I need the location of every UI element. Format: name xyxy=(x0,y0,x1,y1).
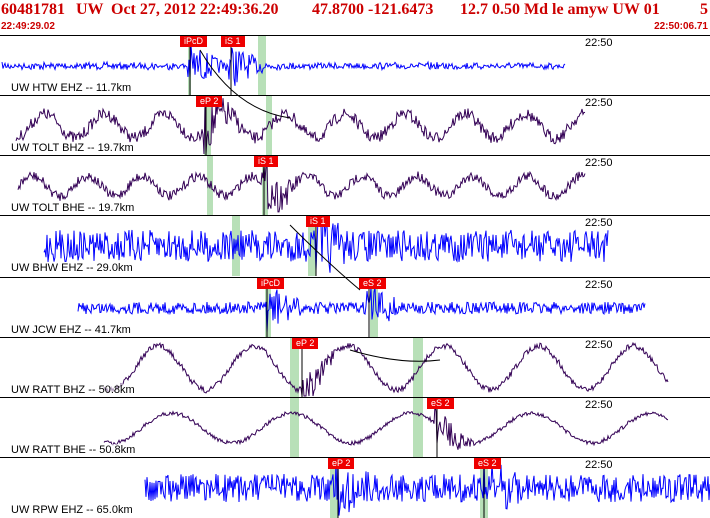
pick-flag-0[interactable]: iS 1 xyxy=(254,156,278,167)
station-label: UW RPW EHZ -- 65.0km xyxy=(10,504,134,516)
pick-flag-0[interactable]: iPcD xyxy=(257,278,285,289)
window-band-0 xyxy=(265,278,271,338)
waveform-trace xyxy=(17,163,586,213)
pick-flag-0[interactable]: eS 2 xyxy=(427,398,454,409)
station-label: UW TOLT BHZ -- 19.7km xyxy=(10,142,135,154)
panel-svg xyxy=(103,398,669,458)
window-band-0 xyxy=(204,96,211,156)
time-mark: 22:50 xyxy=(585,459,613,471)
window-band-0 xyxy=(290,398,299,458)
station-label: UW JCW EHZ -- 41.7km xyxy=(10,324,132,336)
panel-svg xyxy=(144,458,710,518)
time-mark: 22:50 xyxy=(585,339,613,351)
station-label: UW HTW EHZ -- 11.7km xyxy=(10,82,133,94)
panel-0: iPcD iS 1 22:50 UW HTW EHZ -- 11.7km xyxy=(0,35,710,96)
time-mark: 22:50 xyxy=(585,37,613,49)
panel-5: eP 2 22:50 UW RATT BHZ -- 50.8km xyxy=(0,337,710,398)
panel-svg xyxy=(77,278,646,338)
waveform-trace xyxy=(103,341,669,397)
start-time: 22:49:29.02 xyxy=(1,21,55,32)
time-mark: 22:50 xyxy=(585,97,613,109)
pick-flag-1[interactable]: eS 2 xyxy=(474,458,501,469)
event-id: 60481781 xyxy=(1,1,65,18)
waveform-trace xyxy=(1,44,566,86)
station-label: UW TOLT BHE -- 19.7km xyxy=(10,202,136,214)
pick-flag-1[interactable]: eS 2 xyxy=(359,278,386,289)
pick-flag-0[interactable]: eP 2 xyxy=(328,458,355,469)
waveform-trace xyxy=(144,459,710,516)
network-code: UW xyxy=(76,1,104,18)
window-band-0 xyxy=(262,156,268,216)
time-mark: 22:50 xyxy=(585,399,613,411)
panel-1: eP 2 22:50 UW TOLT BHZ -- 19.7km xyxy=(0,95,710,156)
pick-flag-1[interactable]: iS 1 xyxy=(221,36,245,47)
waveform-trace xyxy=(77,287,646,333)
page-number: 5 xyxy=(700,1,708,18)
event-datetime: Oct 27, 2012 22:49:36.20 xyxy=(111,1,279,18)
waveform-trace xyxy=(15,98,586,155)
event-coords: 47.8700 -121.6473 xyxy=(312,1,434,18)
window-band-1 xyxy=(413,398,423,458)
pick-flag-0[interactable]: eP 2 xyxy=(292,338,319,349)
panel-svg xyxy=(103,338,669,398)
pick-flag-0[interactable]: iPcD xyxy=(180,36,208,47)
time-mark: 22:50 xyxy=(585,217,613,229)
seismogram-panels: iPcD iS 1 22:50 UW HTW EHZ -- 11.7km eP 2 22:… xyxy=(0,35,710,518)
station-label: UW RATT BHZ -- 50.8km xyxy=(10,384,136,396)
end-time: 22:50:06.71 xyxy=(654,21,708,32)
waveform-trace xyxy=(103,404,669,450)
station-label: UW RATT BHE -- 50.8km xyxy=(10,444,137,456)
window-band-1 xyxy=(258,36,266,96)
panel-4: iPcD eS 2 22:50 UW JCW EHZ -- 41.7km xyxy=(0,277,710,338)
event-header: 60481781 UW Oct 27, 2012 22:49:36.20 47.… xyxy=(0,0,710,20)
event-details: 12.7 0.50 Md le amyw UW 01 xyxy=(460,1,660,18)
panel-6: eS 2 22:50 UW RATT BHE -- 50.8km xyxy=(0,397,710,458)
panel-svg xyxy=(17,156,586,216)
panel-7: eP 2 eS 2 22:50 UW RPW EHZ -- 65.0km xyxy=(0,457,710,518)
window-band-1 xyxy=(370,278,378,338)
pick-flag-0[interactable]: eP 2 xyxy=(196,96,223,107)
pick-flag-0[interactable]: iS 1 xyxy=(306,216,330,227)
panel-2: iS 1 22:50 UW TOLT BHE -- 19.7km xyxy=(0,155,710,216)
time-mark: 22:50 xyxy=(585,279,613,291)
panel-3: iS 1 22:50 UW BHW EHZ -- 29.0km xyxy=(0,215,710,276)
window-band-1 xyxy=(266,96,272,156)
time-mark: 22:50 xyxy=(585,157,613,169)
station-label: UW BHW EHZ -- 29.0km xyxy=(10,262,134,274)
window-band-0 xyxy=(290,338,299,398)
window-band-1 xyxy=(413,338,423,398)
